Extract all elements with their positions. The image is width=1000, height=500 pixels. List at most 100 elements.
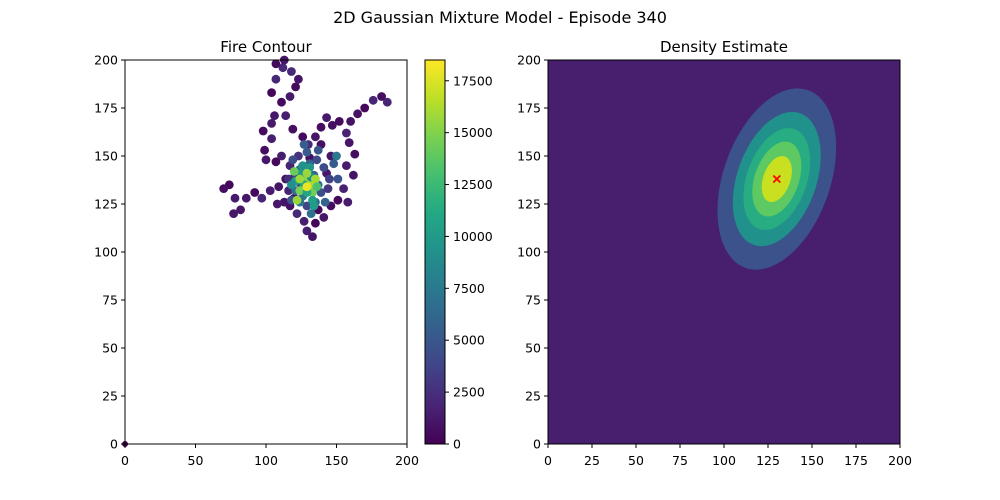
- fire-contour-y-tick-label: 25: [102, 389, 118, 404]
- fire-point: [342, 161, 351, 171]
- fire-point: [281, 111, 291, 121]
- density-background: [548, 60, 900, 444]
- fire-point: [279, 197, 289, 207]
- fire-point: [299, 140, 309, 149]
- fire-point: [257, 193, 267, 203]
- colorbar-tick-label: 10000: [453, 229, 493, 244]
- colorbar-tick-label: 7500: [453, 281, 485, 296]
- fire-point: [339, 184, 348, 194]
- fire-point: [258, 126, 268, 136]
- density-x-ticks: 0 25 50 75 100 125 150 175 200: [544, 444, 912, 468]
- density-y-tick-label: 175: [517, 101, 541, 116]
- fire-point: [308, 232, 317, 242]
- fire-contour-x-tick-label: 100: [254, 453, 278, 468]
- fire-point: [306, 209, 316, 219]
- fire-contour-plot-area: [125, 60, 407, 444]
- density-y-tick-label: 100: [517, 245, 541, 260]
- density-estimate-panel: Density Estimate 0 25 50 75 100 125 150 175 200 …: [517, 38, 912, 468]
- fire-point: [327, 120, 337, 130]
- colorbar-gradient: [424, 59, 446, 445]
- fire-point: [285, 92, 295, 101]
- density-y-tick-label: 75: [525, 293, 541, 308]
- fire-point: [302, 201, 312, 211]
- fire-point: [277, 97, 286, 107]
- fire-contour-y-tick-label: 175: [94, 101, 118, 116]
- fire-point: [343, 197, 353, 207]
- fire-point: [353, 109, 362, 119]
- density-x-tick-label: 50: [628, 453, 644, 468]
- fire-point: [236, 205, 246, 215]
- fire-point: [288, 155, 298, 165]
- fire-contour-y-ticks: 0 25 50 75 100 125 150 175 200: [94, 53, 125, 452]
- fire-point: [333, 174, 343, 184]
- fire-point: [272, 199, 282, 209]
- fire-point: [294, 74, 303, 84]
- density-y-ticks: 0 25 50 75 100 125 150 175 200: [517, 53, 548, 452]
- colorbar-tick-label: 12500: [453, 177, 493, 192]
- fire-point: [316, 122, 326, 132]
- fire-contour-points: [122, 55, 392, 447]
- colorbar-tick-label: 2500: [453, 385, 485, 400]
- fire-point-hot: [287, 180, 296, 190]
- fire-point-hot: [295, 174, 305, 184]
- fire-point-hot: [292, 195, 302, 205]
- fire-point: [277, 151, 286, 161]
- fire-point: [311, 218, 320, 228]
- density-y-tick-label: 0: [533, 437, 541, 452]
- fire-point: [368, 95, 378, 105]
- fire-point: [334, 117, 344, 126]
- fire-point-hot: [298, 161, 308, 171]
- fire-point: [382, 97, 392, 107]
- fire-contour-x-tick-label: 0: [121, 453, 129, 468]
- fire-contour-y-tick-label: 0: [110, 437, 118, 452]
- colorbar-tick-label: 0: [453, 437, 461, 452]
- density-x-tick-label: 75: [672, 453, 688, 468]
- fire-point: [302, 147, 312, 157]
- fire-point: [270, 111, 279, 121]
- fire-point-hot: [312, 182, 322, 192]
- fire-point: [319, 213, 329, 222]
- density-x-tick-label: 100: [712, 453, 736, 468]
- fire-contour-x-tick-label: 150: [325, 453, 349, 468]
- fire-point: [325, 174, 334, 184]
- fire-contour-panel: Fire Contour 0 50 100 150 200 0 25 50 75 100 125 1…: [94, 38, 419, 468]
- fire-point: [250, 188, 260, 197]
- density-x-tick-label: 150: [800, 453, 824, 468]
- fire-point: [271, 74, 281, 84]
- fire-point: [344, 138, 354, 148]
- figure-suptitle: 2D Gaussian Mixture Model - Episode 340: [333, 8, 667, 27]
- fire-point: [377, 92, 386, 101]
- fire-point: [271, 59, 281, 69]
- fire-point: [260, 145, 269, 155]
- fire-point: [298, 132, 308, 142]
- fire-contour-y-tick-label: 100: [94, 245, 118, 260]
- fire-point: [332, 151, 341, 161]
- fire-contour-x-tick-label: 50: [188, 453, 204, 468]
- fire-contour-title: Fire Contour: [220, 38, 312, 56]
- fire-point: [267, 88, 276, 97]
- fire-point: [342, 128, 351, 138]
- fire-point-core: [302, 182, 312, 192]
- fire-point: [267, 134, 276, 144]
- fire-point: [322, 113, 331, 122]
- fire-point-hot: [295, 186, 305, 196]
- density-mean-marker: [772, 174, 781, 184]
- fire-point: [299, 216, 309, 226]
- fire-point: [323, 184, 333, 194]
- fire-point: [311, 132, 320, 142]
- density-y-tick-label: 200: [517, 53, 541, 68]
- fire-contour-y-tick-label: 50: [102, 341, 118, 356]
- fire-point: [360, 103, 370, 113]
- fire-point: [312, 155, 322, 165]
- fire-point: [319, 163, 329, 172]
- density-y-tick-label: 125: [517, 197, 541, 212]
- fire-point-hot: [302, 168, 312, 178]
- colorbar-tick-label: 15000: [453, 125, 493, 140]
- fire-point: [329, 159, 339, 169]
- colorbar-ticks: 0 2500 5000 7500 10000 12500 15000 17500: [445, 73, 493, 452]
- fire-point: [313, 145, 323, 155]
- fire-contour-x-tick-label: 200: [395, 453, 419, 468]
- colorbar-tick-label: 5000: [453, 333, 485, 348]
- fire-contour-y-tick-label: 200: [94, 53, 118, 68]
